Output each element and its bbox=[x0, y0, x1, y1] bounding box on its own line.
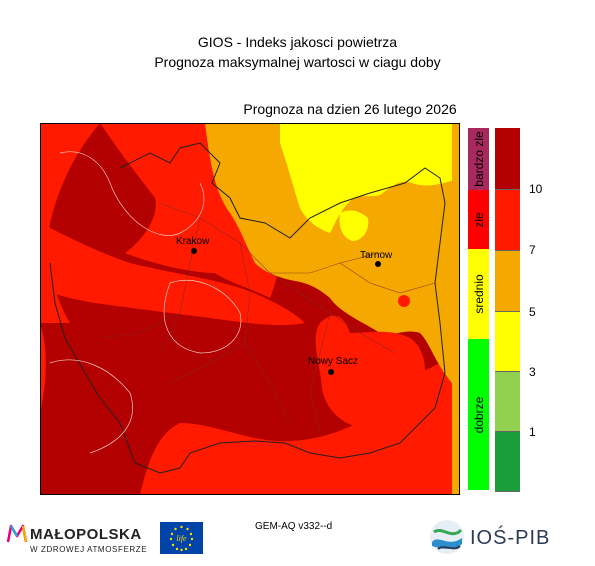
scale-tick: 1 bbox=[529, 425, 536, 439]
category-legend: bardzo zle zle srednio dobrze bbox=[468, 128, 489, 490]
color-scale bbox=[495, 128, 520, 492]
malopolska-logo: MAŁOPOLSKA W ZDROWEJ ATMOSFERZE bbox=[6, 522, 147, 554]
contour-lines bbox=[49, 151, 242, 454]
category-good: dobrze bbox=[468, 339, 489, 490]
title-line-2: Prognoza maksymalnej wartosci w ciagu do… bbox=[154, 54, 441, 70]
forecast-date: Prognoza na dzien 26 lutego 2026 bbox=[243, 101, 457, 117]
voivodeship-border bbox=[49, 142, 446, 474]
category-label: srednio bbox=[471, 274, 486, 314]
hotspot-red bbox=[398, 295, 410, 307]
zone-high-band bbox=[40, 223, 305, 326]
city-nowy-sacz: Nowy Sacz bbox=[308, 356, 358, 375]
eu-logo-text: life bbox=[176, 534, 187, 543]
zone-moderate bbox=[205, 123, 460, 495]
malopolska-name: MAŁOPOLSKA bbox=[30, 526, 142, 543]
ios-globe-icon bbox=[430, 520, 464, 554]
scale-tick: 5 bbox=[529, 305, 536, 319]
scale-tick: 7 bbox=[529, 243, 536, 257]
scale-seg-dark-red bbox=[495, 128, 520, 190]
scale-seg-yellow bbox=[495, 312, 520, 372]
edge-strip bbox=[452, 123, 460, 495]
model-version: GEM-AQ v332--d bbox=[255, 521, 333, 532]
category-moderate: srednio bbox=[468, 249, 489, 339]
malopolska-m-icon bbox=[6, 524, 28, 543]
category-label: dobrze bbox=[471, 396, 486, 433]
city-label: Krakow bbox=[176, 236, 210, 247]
scale-tick: 3 bbox=[529, 365, 536, 379]
scale-seg-orange bbox=[495, 251, 520, 312]
category-label: zle bbox=[471, 211, 486, 228]
category-bad: zle bbox=[468, 190, 489, 249]
eu-life-logo: life bbox=[160, 522, 203, 554]
scale-tick: 10 bbox=[529, 182, 543, 196]
district-borders bbox=[99, 202, 436, 434]
scale-seg-red bbox=[495, 190, 520, 251]
scale-seg-light-green bbox=[495, 372, 520, 432]
institute-name: IOŚ-PIB bbox=[470, 527, 551, 549]
category-label: bardzo zle bbox=[471, 131, 486, 187]
city-label: Tarnow bbox=[360, 250, 393, 261]
forecast-map: Krakow Tarnow Nowy Sacz bbox=[40, 123, 460, 495]
map-frame bbox=[40, 123, 460, 495]
zone-high-east bbox=[315, 315, 426, 430]
title-line-1: GIOS - Indeks jakosci powietrza bbox=[197, 34, 398, 50]
ios-pib-logo: IOŚ-PIB bbox=[428, 518, 549, 561]
category-very-bad: bardzo zle bbox=[468, 128, 489, 190]
malopolska-slogan: W ZDROWEJ ATMOSFERZE bbox=[30, 545, 148, 554]
zone-low bbox=[280, 123, 460, 241]
city-krakow: Krakow bbox=[176, 236, 210, 254]
city-label: Nowy Sacz bbox=[308, 356, 358, 367]
scale-seg-green bbox=[495, 432, 520, 492]
city-tarnow: Tarnow bbox=[360, 250, 393, 267]
